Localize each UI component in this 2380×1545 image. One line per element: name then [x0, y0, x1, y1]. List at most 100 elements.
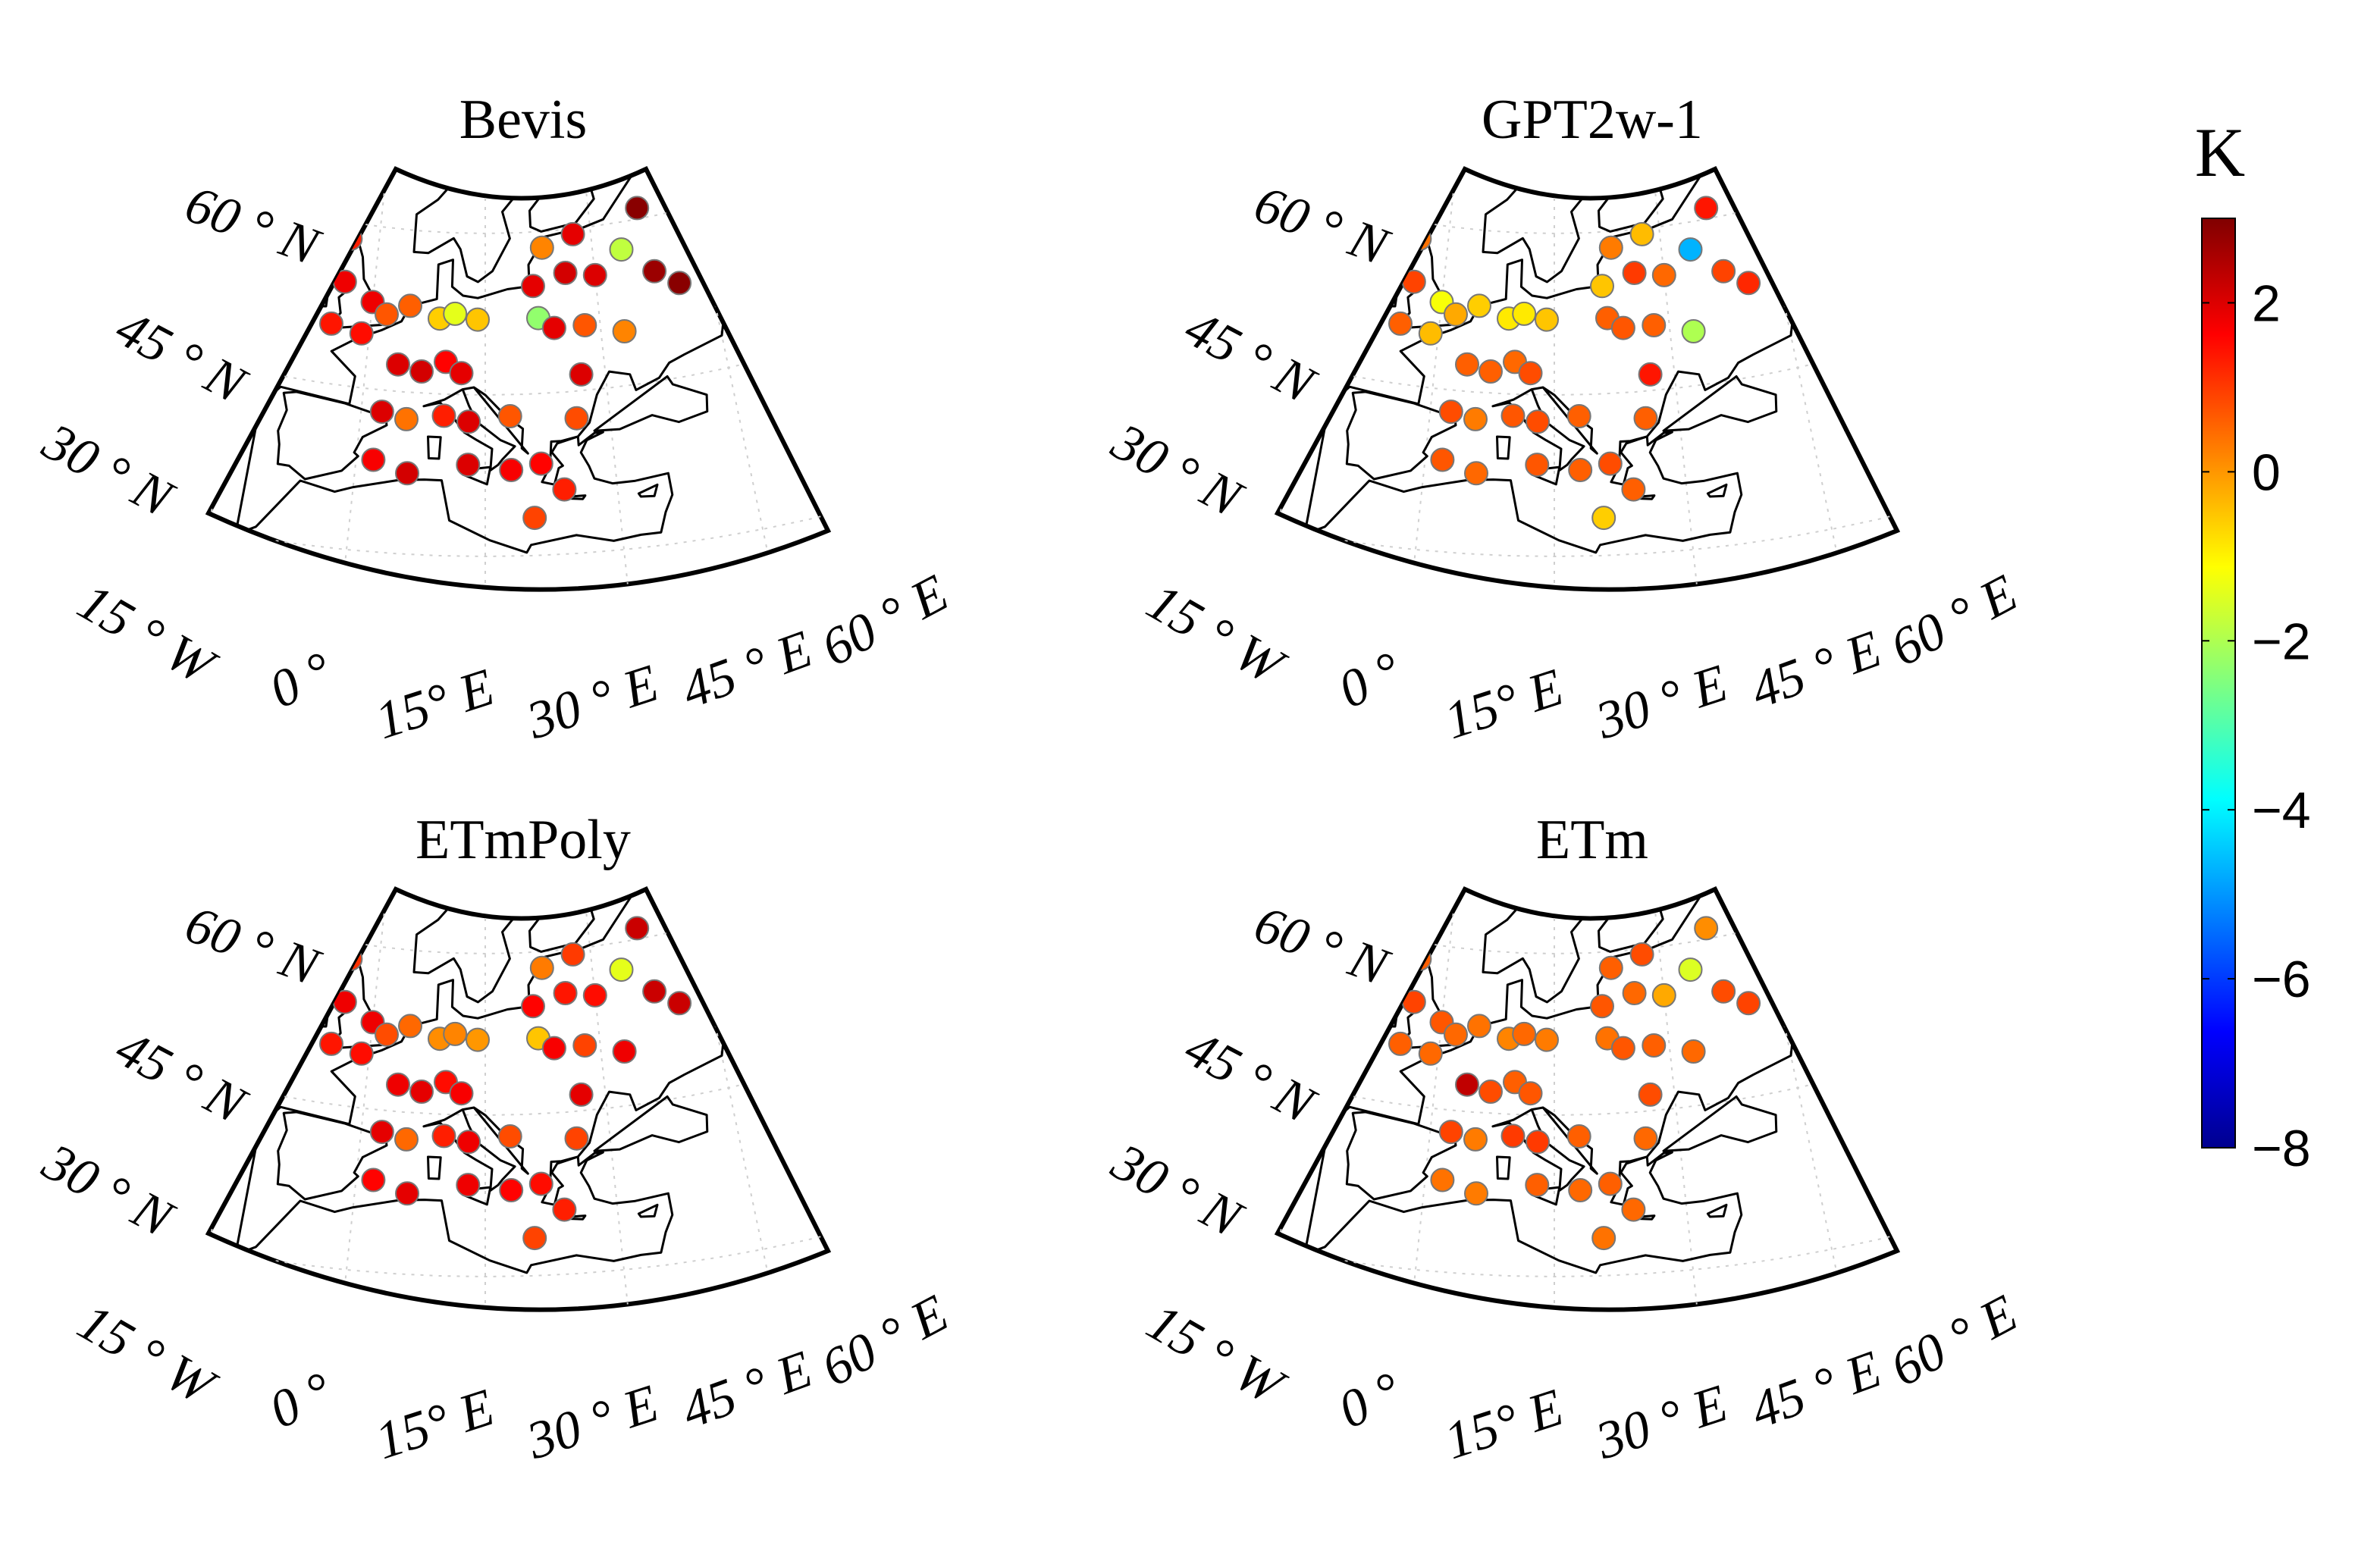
station-marker — [369, 1120, 394, 1145]
lat-label-60n: 60 ° N — [1247, 895, 1397, 998]
map-panel-etm: ETm 60 ° N 45 ° N 30 ° N 15 ° W 0 ° 15° … — [1102, 809, 2027, 1471]
station-marker — [361, 447, 386, 472]
station-marker — [386, 1072, 410, 1097]
lon-label-0: 0 ° — [1330, 1362, 1409, 1440]
station-marker — [375, 302, 399, 327]
station-marker — [409, 1080, 434, 1104]
station-marker — [612, 319, 637, 343]
iberia-coast — [276, 1111, 388, 1201]
station-marker — [569, 362, 594, 387]
station-marker — [394, 1127, 419, 1152]
station-marker — [398, 293, 422, 318]
station-marker — [349, 1041, 374, 1066]
sardinia-coast — [427, 1155, 442, 1180]
station-marker — [1438, 1120, 1463, 1145]
station-marker — [1642, 313, 1667, 337]
station-marker — [1651, 982, 1676, 1008]
station-marker — [1711, 979, 1736, 1004]
station-marker — [1598, 451, 1623, 476]
station-marker — [431, 1123, 456, 1149]
station-marker — [1694, 196, 1719, 221]
station-marker — [1568, 1178, 1593, 1202]
station-marker — [1464, 1181, 1488, 1206]
station-marker — [1566, 1124, 1591, 1149]
map-panel-bevis: Bevis 60 ° N 45 ° N 30 ° N 15 ° W 0 ° 15… — [33, 89, 958, 751]
station-marker — [1633, 406, 1658, 431]
lon-label-15e: 15° E — [1438, 658, 1569, 751]
station-marker — [560, 221, 585, 246]
lat-label-30n: 30 ° N — [33, 1133, 184, 1249]
lon-label-45e: 45 ° E — [674, 1340, 820, 1440]
station-marker — [499, 458, 524, 482]
lon-label-30e: 30 ° E — [519, 654, 665, 751]
sardinia-coast — [1496, 1155, 1511, 1180]
black-sea-coast — [593, 375, 709, 432]
cyprus-coast — [637, 483, 659, 498]
station-marker — [386, 352, 410, 377]
station-marker — [625, 916, 650, 941]
station-marker — [1407, 226, 1432, 251]
lat-label-60n: 60 ° N — [178, 895, 328, 998]
lon-label-0: 0 ° — [1330, 641, 1409, 720]
station-marker — [564, 406, 589, 431]
station-marker — [569, 1082, 594, 1107]
lon-label-60e: 60 ° E — [812, 1284, 957, 1399]
station-marker — [1598, 235, 1623, 260]
iberia-coast — [276, 390, 388, 481]
station-marker — [553, 261, 578, 285]
station-marker — [1633, 1126, 1658, 1151]
station-marker — [552, 477, 577, 502]
station-marker — [522, 1226, 547, 1251]
station-marker — [1711, 259, 1736, 284]
graticule-parallel — [1278, 1005, 1897, 1117]
station-marker — [1518, 1081, 1543, 1106]
colorbar-tick-label: 0 — [2252, 443, 2281, 501]
station-marker — [529, 235, 554, 260]
station-marker — [449, 1081, 474, 1106]
station-marker — [431, 403, 456, 428]
station-marker — [1535, 307, 1559, 332]
station-marker — [1651, 262, 1676, 287]
station-marker — [1500, 1123, 1526, 1149]
station-marker — [552, 1197, 577, 1222]
graticule-meridian — [660, 889, 775, 1304]
lon-label-0: 0 ° — [261, 1362, 340, 1440]
station-marker — [449, 361, 474, 386]
station-marker — [1444, 302, 1468, 327]
lat-label-60n: 60 ° N — [1247, 175, 1397, 277]
station-marker — [1621, 1197, 1646, 1222]
station-marker — [1568, 458, 1593, 482]
station-marker — [1525, 453, 1550, 478]
cyprus-coast — [637, 1203, 659, 1218]
station-marker — [1622, 261, 1647, 285]
station-marker — [609, 957, 634, 982]
station-marker — [369, 400, 394, 425]
station-marker — [338, 946, 363, 971]
station-marker — [1638, 1082, 1663, 1107]
station-marker — [609, 237, 634, 262]
station-marker — [1478, 1080, 1503, 1104]
lon-label-15w: 15 ° W — [1137, 1293, 1296, 1418]
station-marker — [528, 1171, 553, 1196]
lat-label-60n: 60 ° N — [178, 175, 328, 277]
station-marker — [1598, 955, 1623, 980]
station-marker — [582, 982, 607, 1008]
sardinia-coast — [1496, 435, 1511, 460]
lon-label-15e: 15° E — [1438, 1378, 1569, 1471]
lat-label-45n: 45 ° N — [106, 1019, 256, 1136]
station-marker — [349, 321, 374, 346]
station-marker — [572, 1033, 597, 1058]
station-marker — [612, 1039, 637, 1064]
station-marker — [1610, 315, 1635, 340]
lat-label-45n: 45 ° N — [1175, 299, 1325, 415]
station-marker — [521, 994, 545, 1019]
station-marker — [1694, 916, 1719, 941]
panel-title: ETm — [1536, 809, 1648, 871]
colorbar-tick-label: 2 — [2252, 274, 2281, 332]
station-marker — [361, 1167, 386, 1192]
station-marker — [521, 274, 545, 299]
station-marker — [1467, 293, 1491, 318]
station-marker — [560, 942, 585, 967]
colorbar-tick-label: −8 — [2252, 1120, 2311, 1177]
